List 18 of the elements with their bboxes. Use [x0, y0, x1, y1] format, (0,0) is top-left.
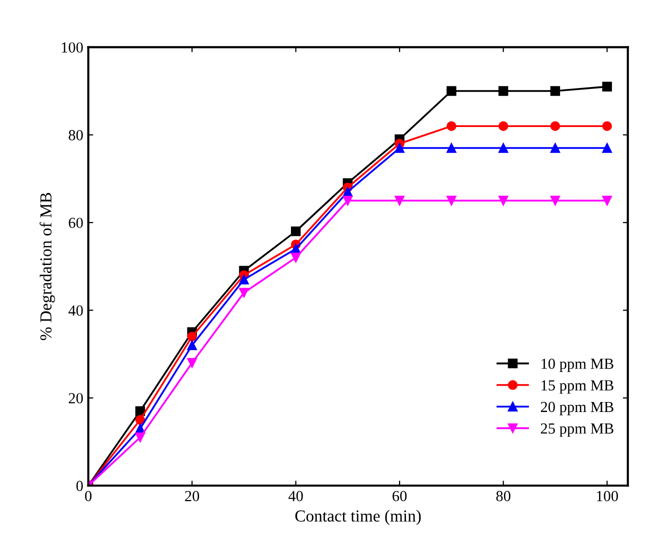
x-tick-label: 80: [496, 490, 510, 502]
legend-label: 20 ppm MB: [540, 402, 614, 416]
x-axis-title: Contact time (min): [295, 510, 421, 526]
x-tick-label: 60: [392, 490, 407, 502]
legend-label: 10 ppm MB: [542, 358, 614, 372]
y-tick-label: 20: [68, 393, 83, 404]
y-axis-title: % Degradation of MB: [40, 192, 55, 340]
legend-label: 25 ppm MB: [540, 423, 614, 437]
x-tick-label: 100: [596, 490, 618, 502]
y-tick-label: 0: [76, 480, 83, 492]
x-tick-label: 0: [85, 490, 92, 502]
legend-label: 15 ppm MB: [542, 380, 614, 394]
x-tick-label: 40: [288, 490, 303, 502]
y-tick-label: 40: [68, 305, 83, 316]
x-tick-label: 20: [185, 490, 200, 502]
y-tick-label: 60: [68, 218, 83, 228]
y-tick-label: 80: [68, 130, 83, 140]
y-tick-label: 100: [62, 42, 83, 53]
